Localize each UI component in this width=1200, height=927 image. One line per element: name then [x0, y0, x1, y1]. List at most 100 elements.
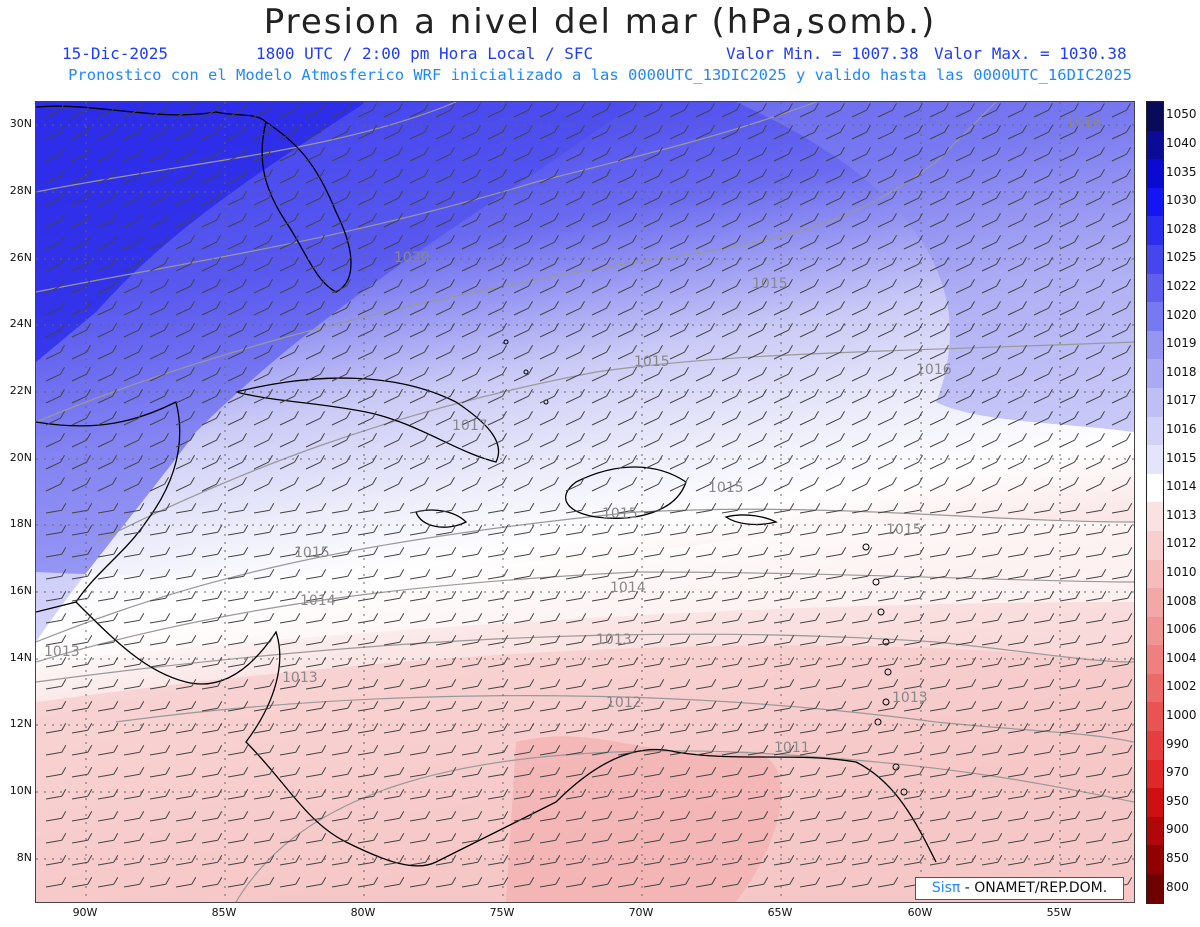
wind-barb-flag	[555, 590, 561, 599]
wind-barb	[201, 395, 217, 404]
wind-barb-flag	[893, 634, 899, 643]
wind-barb	[201, 729, 218, 734]
wind-barb-flag	[555, 656, 561, 665]
wind-barb-flag	[502, 476, 507, 485]
wind-barb-flag	[632, 366, 637, 375]
wind-barb-flag	[1048, 410, 1053, 419]
wind-barb	[981, 861, 998, 866]
wind-barb	[1007, 351, 1023, 360]
wind-barb	[929, 773, 946, 778]
wind-barb	[773, 285, 789, 294]
wind-barb-flag	[710, 212, 715, 221]
wind-barb-flag	[476, 256, 481, 265]
wind-barb-flag	[424, 322, 429, 331]
wind-barb	[591, 575, 608, 580]
wind-barb	[981, 817, 998, 822]
wind-barb	[279, 619, 296, 624]
wind-barb-flag	[268, 146, 273, 155]
wind-barb	[97, 153, 113, 162]
wind-barb-flag	[86, 168, 91, 177]
wind-barb-flag	[892, 300, 897, 309]
wind-barb-flag	[60, 366, 65, 375]
wind-barb-flag	[191, 590, 197, 599]
wind-barb	[487, 175, 503, 184]
wind-barb-flag	[580, 256, 585, 265]
wind-barb-flag	[606, 454, 611, 463]
wind-barb	[253, 131, 269, 140]
wind-barb-flag	[424, 256, 429, 265]
wind-barb-flag	[945, 744, 951, 753]
wind-barb-flag	[736, 190, 741, 199]
wind-barb	[929, 241, 945, 250]
wind-barb-flag	[1126, 322, 1131, 331]
wind-barb-flag	[60, 124, 65, 133]
wind-barb-flag	[190, 344, 195, 353]
wind-barb	[695, 373, 711, 382]
wind-barb	[409, 417, 425, 426]
wind-barb	[1007, 439, 1023, 448]
wind-barb	[513, 285, 529, 294]
color-scale-swatch	[1147, 645, 1163, 674]
wind-barb	[149, 839, 166, 844]
wind-barb	[1059, 241, 1075, 250]
wind-barb	[435, 773, 452, 778]
wind-barb	[123, 153, 139, 162]
color-scale-label: 1008	[1166, 593, 1197, 608]
wind-barb-flag	[425, 810, 431, 819]
wind-barb	[539, 109, 555, 118]
wind-barb-flag	[633, 590, 639, 599]
wind-barb-flag	[1074, 322, 1079, 331]
wind-barb	[1085, 153, 1101, 162]
wind-barb-flag	[711, 788, 717, 797]
wind-barb	[123, 263, 139, 272]
wind-barb-flag	[581, 590, 587, 599]
wind-barb	[435, 685, 452, 690]
wind-barb-flag	[997, 678, 1003, 687]
wind-barb-flag	[294, 300, 299, 309]
wind-barb-flag	[476, 366, 481, 375]
wind-barb-flag	[555, 832, 561, 841]
wind-barb-flag	[970, 256, 975, 265]
wind-barb-flag	[321, 788, 327, 797]
wind-barb	[695, 707, 712, 712]
wind-barb	[357, 439, 373, 448]
wind-barb-flag	[372, 454, 377, 463]
wind-barb	[45, 663, 62, 668]
wind-barb	[97, 373, 113, 382]
wind-barb	[149, 817, 166, 822]
wind-barb-flag	[1023, 832, 1029, 841]
wind-barb-flag	[997, 524, 1003, 533]
wind-barb	[305, 795, 322, 800]
wind-barb	[1085, 531, 1102, 536]
wind-barb-flag	[1075, 678, 1081, 687]
wind-barb	[591, 597, 608, 602]
wind-barb-flag	[815, 612, 821, 621]
wind-barb-flag	[139, 678, 145, 687]
wind-barb-flag	[321, 766, 327, 775]
wind-barb-flag	[424, 410, 429, 419]
wind-barb	[201, 153, 217, 162]
wind-barb-flag	[60, 454, 65, 463]
wind-barb-flag	[866, 388, 871, 397]
wind-barb-flag	[217, 744, 223, 753]
wind-barb	[1085, 241, 1101, 250]
wind-barb	[1085, 417, 1101, 426]
color-scale-swatch	[1147, 102, 1163, 131]
wind-barb-flag	[1022, 234, 1027, 243]
wind-barb	[981, 329, 997, 338]
wind-barb	[721, 351, 737, 360]
wind-barb-flag	[997, 546, 1003, 555]
map-title: Presion a nivel del mar (hPa,somb.)	[263, 2, 937, 42]
wind-barb-flag	[763, 546, 769, 555]
wind-barb	[955, 307, 971, 316]
wind-barb	[71, 175, 87, 184]
wind-barb	[227, 175, 243, 184]
wind-barb	[409, 597, 426, 602]
wind-barb-flag	[658, 388, 663, 397]
wind-barb	[695, 751, 712, 756]
wind-barb	[461, 663, 478, 668]
color-scale-label: 1017	[1166, 393, 1197, 408]
wind-barb	[357, 773, 374, 778]
wind-barb	[461, 509, 478, 514]
wind-barb	[617, 439, 633, 448]
